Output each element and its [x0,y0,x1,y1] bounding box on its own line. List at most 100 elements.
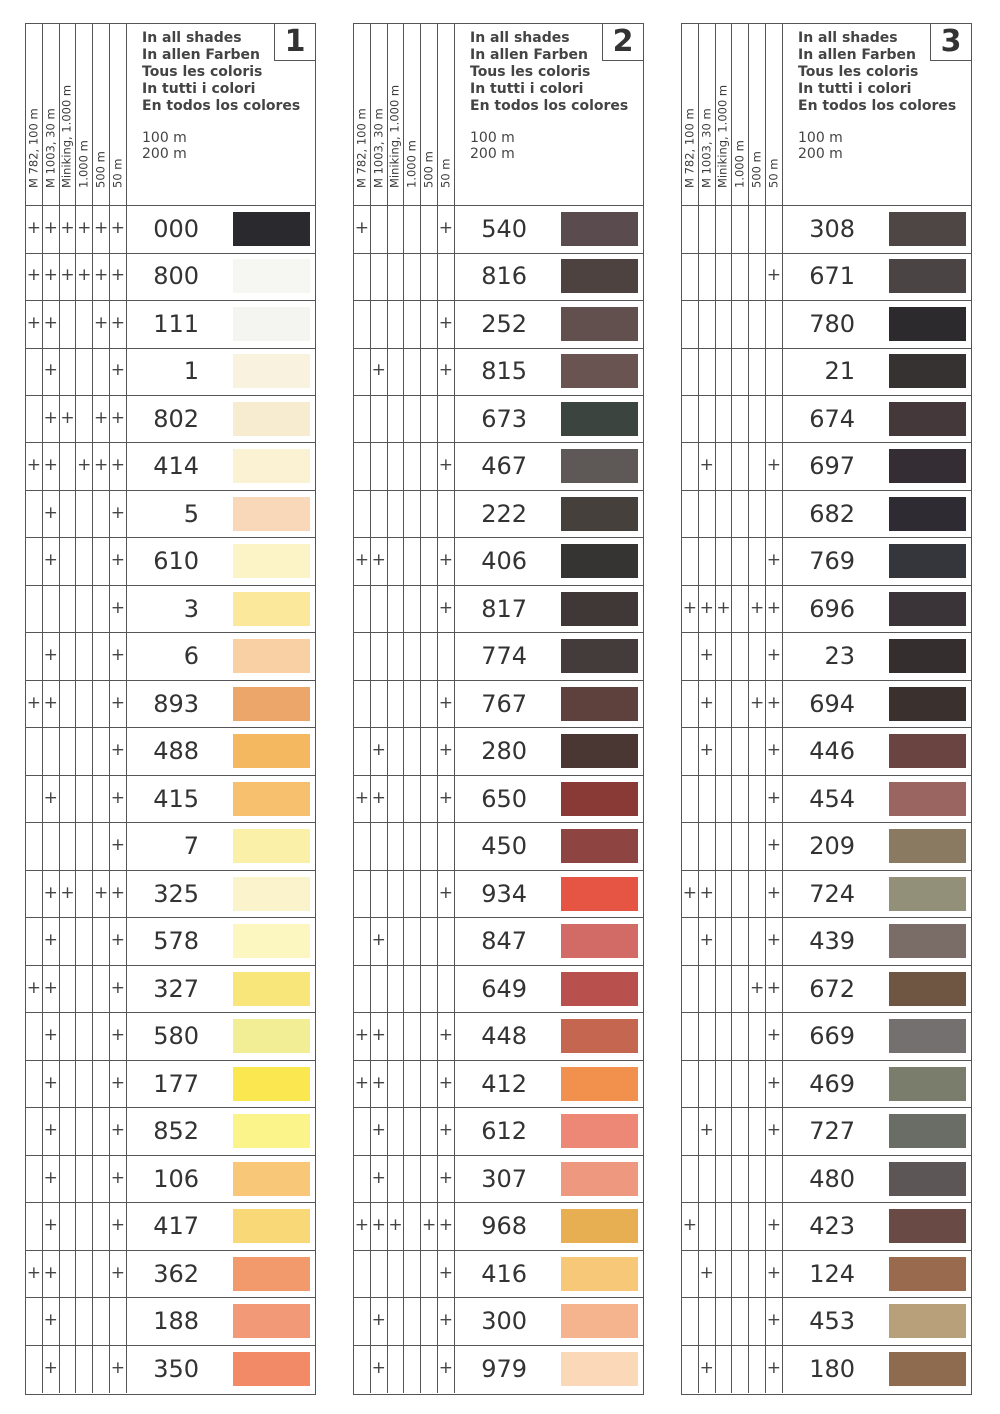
availability-cell [682,1250,699,1298]
shade-code: 124 [809,1259,855,1288]
available-mark: + [43,1250,60,1298]
color-swatch [233,924,310,959]
column-header: 500 m [749,24,766,205]
availability-cell [421,965,438,1013]
availability-cell [682,395,699,443]
availability-cell [371,206,388,253]
available-mark: + [26,300,43,348]
shade-row: 480 [682,1155,971,1204]
column-header-label: 500 m [421,150,436,188]
availability-cell [93,680,110,728]
shade-code: 5 [183,499,199,528]
shade-row: + +307 [354,1155,643,1204]
language-line: Tous les coloris [470,64,591,80]
available-mark: + [110,585,127,633]
available-mark: + [371,1013,388,1060]
availability-cell [404,965,422,1013]
color-swatch [889,1256,966,1291]
availability-cell [749,918,766,965]
availability-cell [354,490,371,538]
availability-cell [404,300,422,348]
color-swatch [561,686,638,721]
available-mark: + [766,538,783,585]
column-header-label: 50 m [766,158,781,188]
available-mark: + [749,965,766,1013]
availability-cell [388,965,405,1013]
availability-cell [699,965,716,1013]
shade-row: +469 [682,1060,971,1109]
availability-cell [388,206,405,253]
availability-cell [404,490,422,538]
available-mark: + [76,253,94,301]
color-swatch [889,354,966,389]
availability-cell [716,633,733,680]
available-mark: + [110,1060,127,1108]
availability-cell [404,1345,422,1394]
availability-cell [682,1298,699,1345]
shade-row: + + + + +968 [354,1203,643,1251]
column-header-label: 1.000 m [732,139,747,188]
availability-cell [421,633,438,680]
availability-cell [732,443,750,490]
available-mark: + [371,1203,388,1250]
available-mark: + [438,870,455,918]
availability-cell [732,1250,750,1298]
availability-cell [682,918,699,965]
shade-row: + + + +111 [26,300,315,349]
availability-cell [699,1155,716,1203]
shade-row: 682 [682,490,971,539]
availability-cell [766,1155,783,1203]
color-swatch [561,591,638,626]
available-mark: + [60,253,77,301]
availability-cell [716,823,733,870]
availability-cell [421,585,438,633]
availability-cell [76,585,94,633]
color-swatch [561,1304,638,1339]
availability-cell [699,775,716,823]
language-line: In tutti i colori [142,81,256,97]
availability-cell [682,823,699,870]
column-header-label: 1.000 m [76,139,91,188]
availability-cell [26,1013,43,1060]
column-header: 50 m [438,24,455,205]
shade-code: 106 [153,1164,199,1193]
color-swatch [561,496,638,531]
availability-cell [749,1298,766,1345]
shade-code: 673 [481,404,527,433]
available-mark: + [766,585,783,633]
shade-code: 934 [481,879,527,908]
availability-cell [682,253,699,301]
availability-cell [404,585,422,633]
availability-cell [421,300,438,348]
shade-code: 180 [809,1354,855,1383]
availability-cell [716,1013,733,1060]
available-mark: + [749,680,766,728]
availability-cell [716,1108,733,1155]
availability-cell [76,1250,94,1298]
availability-cell [732,728,750,775]
available-mark: + [110,728,127,775]
available-mark: + [26,965,43,1013]
available-mark: + [371,348,388,396]
availability-cell [749,775,766,823]
availability-cell [732,395,750,443]
available-mark: + [371,775,388,823]
color-swatch [889,1161,966,1196]
availability-cell [682,1060,699,1108]
availability-cell [716,538,733,585]
shade-row: +671 [682,253,971,302]
availability-cell [93,1013,110,1060]
availability-cell [732,538,750,585]
shade-row: +767 [354,680,643,729]
available-mark: + [110,918,127,965]
column-header: 50 m [766,24,783,205]
availability-cell [404,775,422,823]
color-swatch [561,212,638,246]
availability-cell [749,1060,766,1108]
available-mark: + [438,680,455,728]
availability-cell [93,775,110,823]
available-mark: + [110,253,127,301]
